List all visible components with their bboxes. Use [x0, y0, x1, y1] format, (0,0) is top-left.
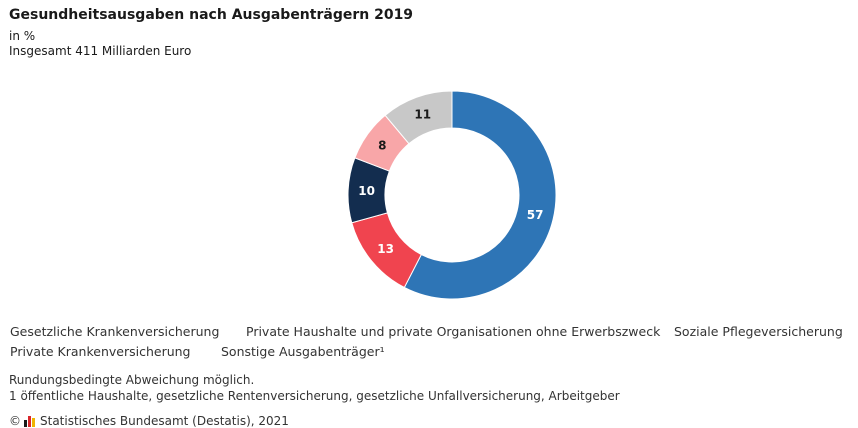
chart-total: Insgesamt 411 Milliarden Euro — [9, 44, 192, 58]
destatis-logo-icon — [24, 415, 36, 427]
slice-value-label-4: 11 — [414, 108, 431, 122]
legend-item-private-haushalte: Private Haushalte und private Organisati… — [246, 324, 660, 339]
legend-item-gkv: Gesetzliche Krankenversicherung — [10, 324, 219, 339]
source-text: Statistisches Bundesamt (Destatis), 2021 — [40, 414, 289, 428]
legend-label: Private Haushalte und private Organisati… — [246, 324, 661, 339]
legend-label: Private Krankenversicherung — [10, 344, 191, 359]
source-line: © Statistisches Bundesamt (Destatis), 20… — [9, 414, 289, 428]
legend-label: Gesetzliche Krankenversicherung — [10, 324, 220, 339]
donut-slice-0 — [403, 90, 557, 300]
legend-item-sonstige: Sonstige Ausgabenträger¹ — [221, 344, 385, 359]
chart-title: Gesundheitsausgaben nach Ausgabenträgern… — [9, 7, 414, 23]
slice-value-label-2: 10 — [358, 184, 375, 198]
donut-chart: 57 13 10 8 11 — [347, 90, 557, 300]
chart-unit: in % — [9, 29, 36, 43]
copyright-symbol: © — [9, 414, 21, 428]
slice-value-label-0: 57 — [527, 208, 544, 222]
legend-item-pkv: Private Krankenversicherung — [10, 344, 191, 359]
donut-slice-4 — [384, 90, 453, 145]
footnote: 1 öffentliche Haushalte, gesetzliche Ren… — [9, 389, 620, 403]
slice-value-label-3: 8 — [378, 138, 386, 152]
legend-label: Soziale Pflegeversicherung — [674, 324, 843, 339]
legend-label: Sonstige Ausgabenträger¹ — [221, 344, 385, 359]
rounding-note: Rundungsbedingte Abweichung möglich. — [9, 373, 255, 387]
slice-value-label-1: 13 — [377, 242, 394, 256]
donut-slices — [347, 90, 557, 300]
legend-item-pflegeversicherung: Soziale Pflegeversicherung — [674, 324, 843, 339]
donut-slice-labels: 57 13 10 8 11 — [358, 108, 543, 256]
